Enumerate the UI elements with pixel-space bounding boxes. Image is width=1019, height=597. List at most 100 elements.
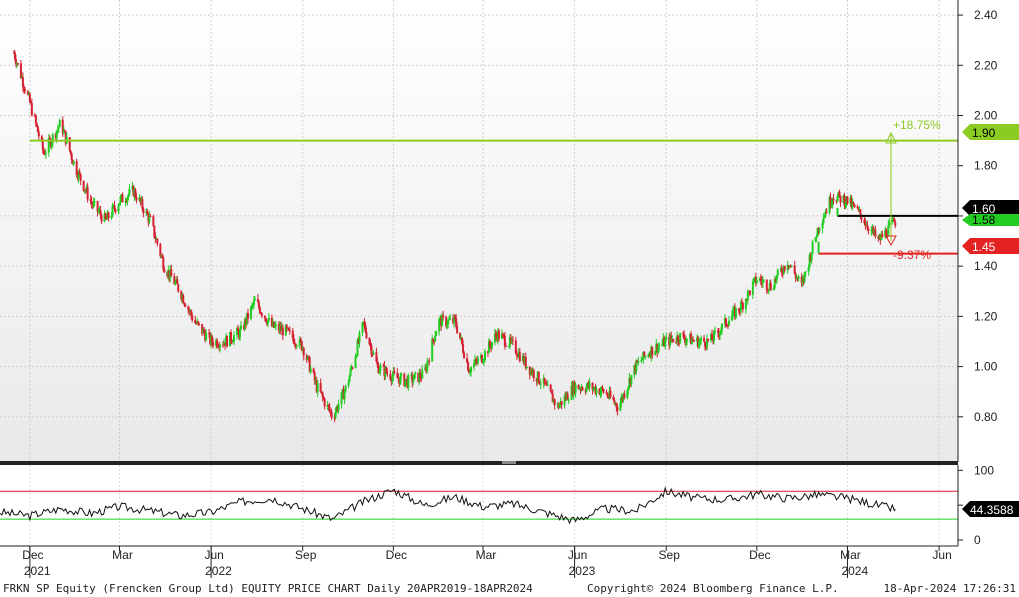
candle-body: [21, 77, 24, 87]
candle-body: [619, 402, 622, 411]
candle-body: [55, 130, 58, 139]
candle-body: [89, 199, 92, 202]
candle-body: [113, 205, 116, 210]
candle-body: [881, 233, 884, 238]
support-tag: [962, 238, 1019, 254]
candle-body: [627, 386, 630, 390]
candle-body: [368, 338, 371, 345]
candle-body: [358, 332, 361, 343]
candle-body: [860, 214, 863, 220]
x-tick-label: Dec: [22, 548, 43, 562]
candle-body: [333, 417, 336, 419]
candle-body: [448, 319, 451, 321]
candle-body: [843, 195, 846, 207]
candle-body: [412, 379, 415, 383]
rsi-tick-label: 0: [974, 533, 981, 547]
candle-body: [752, 278, 755, 282]
candle-body: [661, 343, 664, 346]
candle-body: [888, 222, 891, 226]
candle-body: [34, 116, 37, 124]
candle-body: [403, 373, 406, 386]
candle-body: [119, 197, 122, 203]
candle-body: [864, 223, 867, 226]
candle-body: [449, 317, 452, 320]
candle-body: [454, 316, 457, 319]
candle-body: [703, 337, 706, 342]
candle-body: [330, 412, 333, 418]
candle-body: [82, 180, 85, 191]
candle-body: [797, 276, 800, 279]
candle-body: [494, 333, 497, 336]
candle-body: [371, 354, 374, 356]
candle-body: [811, 241, 814, 254]
candle-body: [348, 375, 351, 382]
panel-resize-handle[interactable]: [502, 461, 516, 464]
candle-body: [295, 345, 298, 347]
x-year-label: 2023: [569, 564, 596, 578]
candle-body: [683, 334, 686, 339]
candle-body: [807, 267, 810, 272]
candle-body: [469, 372, 472, 374]
candle-body: [511, 339, 514, 341]
candle-body: [354, 356, 357, 368]
candle-body: [546, 384, 549, 386]
candle-body: [765, 279, 768, 290]
candle-body: [592, 388, 595, 390]
candle-body: [539, 383, 542, 385]
candle-body: [867, 228, 870, 231]
candle-body: [524, 357, 527, 369]
candle-body: [230, 332, 233, 342]
candle-body: [887, 225, 890, 237]
candle-body: [182, 295, 185, 303]
candle-body: [188, 309, 191, 312]
candle-body: [62, 130, 65, 134]
candle-body: [637, 360, 640, 363]
candle-body: [343, 391, 346, 400]
candle-body: [822, 217, 825, 224]
candle-body: [194, 320, 197, 324]
candle-body: [630, 374, 633, 385]
candle-body: [92, 202, 95, 206]
candle-body: [163, 269, 166, 273]
candle-body: [256, 298, 259, 303]
candle-body: [595, 388, 598, 394]
candle-body: [334, 411, 337, 418]
candle-body: [378, 370, 381, 374]
candle-body: [808, 254, 811, 268]
candle-body: [212, 342, 215, 346]
candle-body: [468, 370, 471, 373]
candle-body: [856, 207, 859, 209]
candle-body: [718, 332, 721, 336]
candle-body: [252, 300, 255, 305]
candle-body: [641, 359, 644, 361]
candle-body: [823, 215, 826, 218]
candle-body: [574, 384, 577, 393]
candle-body: [846, 196, 849, 204]
candle-body: [435, 331, 438, 336]
up-arrow-icon: [885, 131, 897, 144]
candle-body: [174, 281, 177, 285]
candle-body: [337, 404, 340, 411]
footer-copyright: Copyright© 2024 Bloomberg Finance L.P.: [587, 582, 839, 595]
candle-body: [365, 331, 368, 339]
candle-body: [514, 340, 517, 354]
candle-body: [724, 318, 727, 326]
candle-body: [14, 59, 17, 65]
y-tick-label: 1.20: [974, 309, 998, 323]
candle-body: [285, 325, 288, 329]
candle-body: [23, 88, 26, 92]
candle-body: [551, 393, 554, 403]
candle-body: [432, 338, 435, 341]
candle-body: [482, 359, 485, 363]
candle-body: [414, 372, 417, 375]
y-tick-label: 2.40: [974, 8, 998, 22]
candle-body: [490, 342, 493, 348]
candle-body: [263, 315, 266, 319]
candle-body: [249, 306, 252, 319]
candle-body: [404, 380, 407, 386]
candle-body: [29, 102, 32, 104]
candle-body: [431, 338, 434, 362]
candle-body: [537, 371, 540, 383]
candle-body: [815, 236, 818, 238]
candle-body: [251, 304, 254, 306]
